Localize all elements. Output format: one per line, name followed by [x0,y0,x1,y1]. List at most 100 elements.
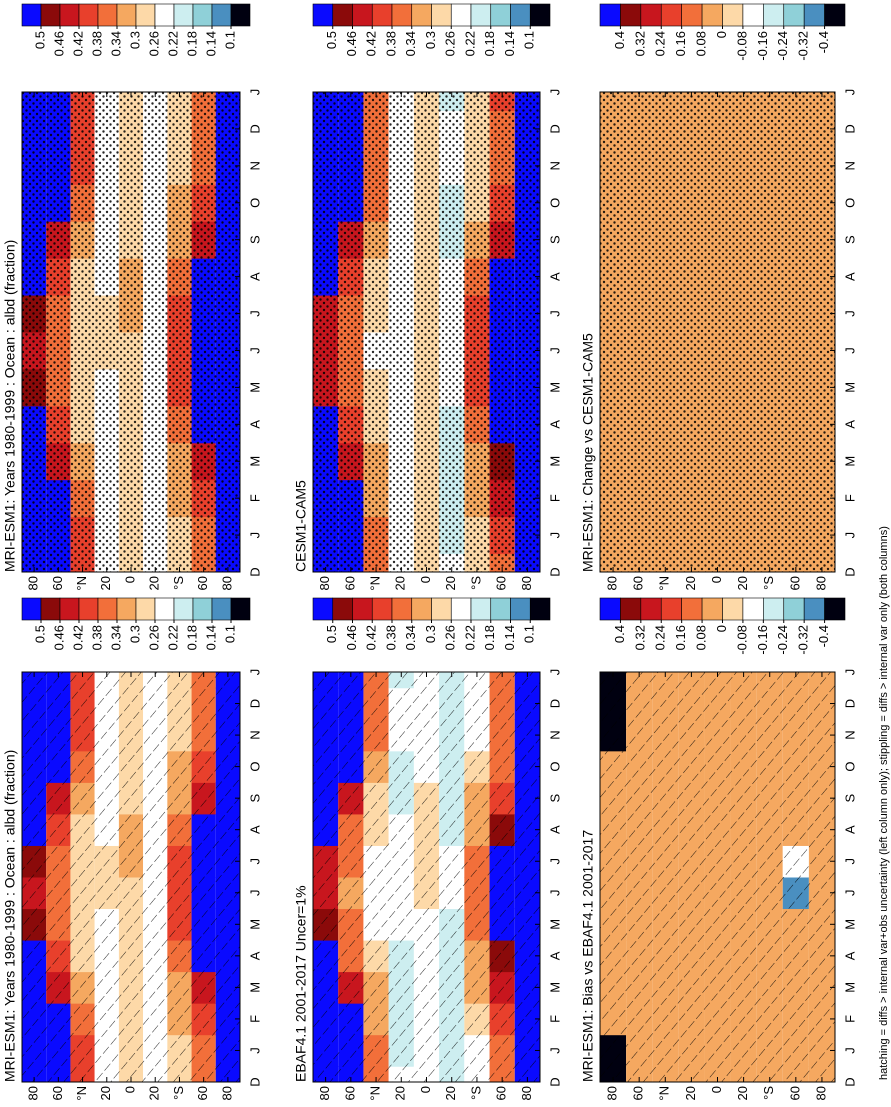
x-tick-label: F [247,1015,262,1023]
x-tick-label: S [247,235,262,244]
y-tick-label: 80 [604,1086,619,1100]
x-tick-label: D [247,124,262,133]
y-tick-label: 20 [735,576,750,590]
panel-title: MRI-ESM1: Bias vs EBAF4.1 2001-2017 [580,830,596,1082]
overlay-hatching [600,672,835,1082]
colorbar-label: 0.5 [32,625,47,643]
colorbar-box [59,597,80,621]
colorbar-box [411,597,432,621]
colorbar-box [352,3,373,27]
colorbar-label: 0.08 [694,31,709,56]
x-tick-label: M [842,919,857,930]
colorbar-box [192,3,213,27]
colorbar-box [371,3,393,27]
colorbar-box [431,597,452,621]
y-tick-label: °N [74,576,89,591]
y-tick-label: °N [367,576,382,591]
y-tick-label: °S [468,576,483,590]
colorbar-label: -0.4 [816,31,831,53]
x-tick-label: F [547,494,562,502]
colorbar-box [173,597,194,621]
y-tick-label: 60 [342,576,357,590]
colorbar-label: -0.08 [734,625,749,655]
x-tick-label: M [547,982,562,993]
colorbar-label: 0.16 [673,625,688,650]
x-tick-label: N [547,730,562,739]
x-tick-label: N [247,161,262,170]
panel-title: MRI-ESM1: Years 1980-1999 : Ocean : albd… [2,240,18,572]
colorbar-box [599,3,621,27]
x-tick-label: O [547,198,562,208]
y-tick-label: 0 [709,1086,724,1093]
colorbar-box [312,3,334,27]
y-tick-label: 0 [418,576,433,583]
panel-title: CESM1-CAM5 [293,480,309,572]
x-tick-label: J [547,347,562,354]
x-tick-label: A [247,272,262,281]
colorbar-label: 0.22 [165,625,180,650]
x-tick-label: F [842,494,857,502]
y-tick-label: °S [171,1086,186,1100]
overlay-hatching [22,672,240,1082]
y-tick-label: 80 [219,576,234,590]
colorbar-box [391,3,413,27]
x-tick-label: A [842,420,857,429]
colorbar-label: 0.34 [108,625,123,650]
colorbar-box [97,3,118,27]
colorbar-box [154,597,175,621]
x-tick-label: J [842,890,857,897]
colorbar-box [470,3,492,27]
x-tick-label: F [247,494,262,502]
colorbar-box [59,3,80,27]
x-tick-label: J [547,1047,562,1054]
y-tick-label: 80 [317,576,332,590]
x-tick-label: N [842,730,857,739]
y-tick-label: 20 [683,576,698,590]
colorbar-label: 0.4 [612,625,627,643]
colorbar-label: 0.14 [502,625,517,650]
panel-title: EBAF4.1 2001-2017 Uncer=1% [293,885,309,1082]
y-tick-label: 60 [195,1086,210,1100]
y-tick-label: 0 [122,1086,137,1093]
x-tick-label: M [547,382,562,393]
colorbar-box [173,3,194,27]
colorbar-box [230,597,251,621]
colorbar-box [490,597,511,621]
colorbar-box [78,597,99,621]
y-tick-label: 60 [787,576,802,590]
y-tick-label: 80 [219,1086,234,1100]
colorbar-box [803,3,825,27]
x-tick-label: D [247,699,262,708]
y-tick-label: 80 [26,576,41,590]
x-tick-label: O [247,762,262,772]
colorbar-label: 0.14 [203,31,218,56]
colorbar-label: 0.46 [344,31,359,56]
x-tick-label: M [842,456,857,467]
x-tick-label: S [842,235,857,244]
colorbar-box [211,597,232,621]
colorbar-box [660,3,682,27]
colorbar-label: 0.4 [612,31,627,49]
colorbar-box [510,597,531,621]
y-tick-label: 80 [26,1086,41,1100]
colorbar-label: 0.42 [364,625,379,650]
x-tick-label: J [842,858,857,865]
colorbar-label: -0.24 [775,31,790,61]
x-tick-label: D [842,699,857,708]
colorbar-label: 0.14 [203,625,218,650]
x-tick-label: J [247,347,262,354]
x-tick-label: A [547,420,562,429]
colorbar-label: 0.42 [70,31,85,56]
x-tick-label: N [842,161,857,170]
y-tick-label: °S [761,576,776,590]
colorbar-box [116,3,137,27]
colorbar-box [529,597,551,621]
colorbar-box [230,3,251,27]
y-tick-label: 60 [494,576,509,590]
x-tick-label: J [247,1047,262,1054]
x-tick-label: M [247,919,262,930]
colorbar-label: 0 [714,31,729,38]
colorbar-label: 0.38 [383,31,398,56]
